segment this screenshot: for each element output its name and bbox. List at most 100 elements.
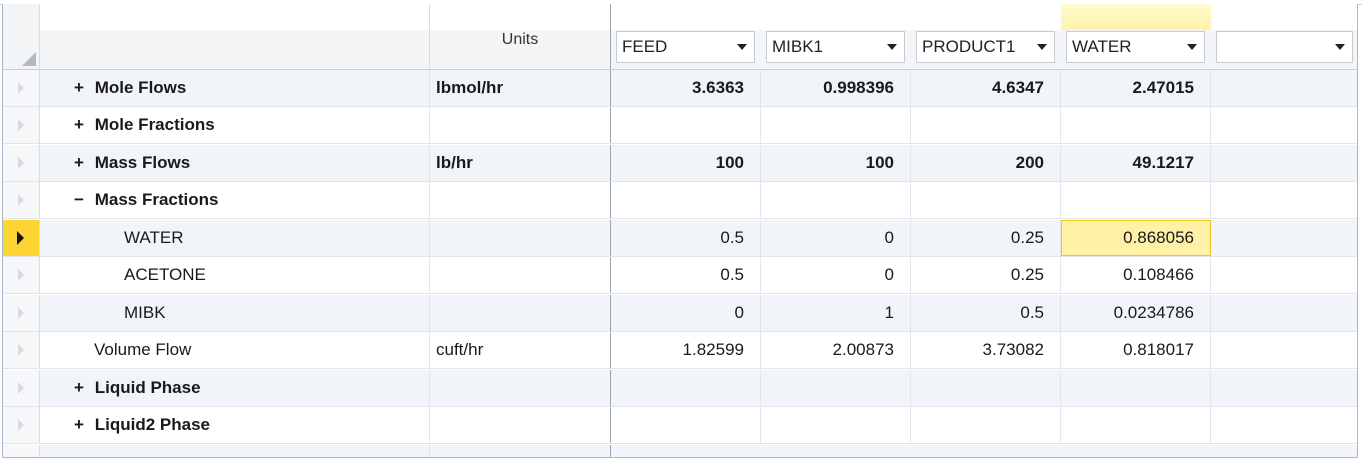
row-label: Mass Fractions xyxy=(94,190,219,209)
value-cell[interactable] xyxy=(1211,257,1357,293)
value-cell[interactable]: 0.5 xyxy=(611,257,761,293)
value-cell[interactable] xyxy=(761,182,911,218)
expand-icon[interactable]: + xyxy=(74,115,84,134)
row-header-current[interactable] xyxy=(3,220,40,256)
row-label: Liquid Phase xyxy=(94,378,201,397)
expand-icon[interactable]: + xyxy=(74,415,84,434)
table-row-selected[interactable]: WATER 0.5 0 0.25 0.868056 xyxy=(3,220,1357,257)
value-cell[interactable] xyxy=(1211,107,1357,143)
value-cell[interactable] xyxy=(911,182,1061,218)
expand-icon[interactable]: + xyxy=(74,378,84,397)
value-cell[interactable] xyxy=(1211,145,1357,181)
units-cell xyxy=(430,107,611,143)
value-cell[interactable]: 1.82599 xyxy=(611,332,761,368)
value-cell[interactable] xyxy=(1061,370,1211,406)
chevron-down-icon xyxy=(737,44,747,50)
row-header[interactable] xyxy=(3,370,40,406)
value-cell[interactable] xyxy=(911,407,1061,443)
row-header[interactable] xyxy=(3,407,40,443)
table-row[interactable]: Volume Flow cuft/hr 1.82599 2.00873 3.73… xyxy=(3,332,1357,369)
row-header[interactable] xyxy=(3,182,40,218)
expand-icon[interactable]: + xyxy=(74,78,84,97)
stream-select-product1[interactable]: PRODUCT1 xyxy=(916,31,1055,63)
value-cell[interactable] xyxy=(611,370,761,406)
row-label: Mass Flows xyxy=(94,153,191,172)
table-row[interactable]: + Mole Fractions xyxy=(3,107,1357,144)
value-cell[interactable]: 0.108466 xyxy=(1061,257,1211,293)
value-cell[interactable]: 0.998396 xyxy=(761,70,911,106)
value-cell[interactable]: 0 xyxy=(761,220,911,256)
row-header[interactable] xyxy=(3,257,40,293)
row-label-cell: + Liquid Phase xyxy=(40,370,430,406)
row-label-cell xyxy=(40,445,430,457)
value-cell[interactable] xyxy=(1211,332,1357,368)
stream-select-empty[interactable] xyxy=(1216,31,1353,63)
value-cell[interactable] xyxy=(911,370,1061,406)
row-arrow-icon xyxy=(18,269,24,281)
row-header[interactable] xyxy=(3,107,40,143)
value-cell[interactable] xyxy=(911,107,1061,143)
value-cell[interactable] xyxy=(1061,407,1211,443)
row-header[interactable] xyxy=(3,145,40,181)
value-cell[interactable] xyxy=(761,407,911,443)
value-cell[interactable]: 49.1217 xyxy=(1061,145,1211,181)
value-cell[interactable]: 3.73082 xyxy=(911,332,1061,368)
table-row[interactable]: MIBK 0 1 0.5 0.0234786 xyxy=(3,295,1357,332)
value-cell[interactable] xyxy=(1211,70,1357,106)
value-cell[interactable]: 0.25 xyxy=(911,257,1061,293)
stream-select-water[interactable]: WATER xyxy=(1066,31,1205,63)
row-header[interactable] xyxy=(3,445,40,457)
table-row[interactable]: − Mass Fractions xyxy=(3,182,1357,219)
collapse-icon[interactable]: − xyxy=(74,190,84,209)
value-cell[interactable]: 100 xyxy=(761,145,911,181)
value-cell[interactable] xyxy=(1211,295,1357,331)
value-cell[interactable] xyxy=(1211,220,1357,256)
value-cell[interactable] xyxy=(1211,182,1357,218)
stream-select-value: PRODUCT1 xyxy=(922,37,1016,56)
value-cell[interactable] xyxy=(1061,107,1211,143)
value-cell[interactable]: 2.47015 xyxy=(1061,70,1211,106)
value-cell[interactable] xyxy=(611,107,761,143)
value-cell[interactable] xyxy=(761,370,911,406)
table-row[interactable]: + Liquid2 Phase xyxy=(3,407,1357,444)
stream-select-feed[interactable]: FEED xyxy=(616,31,755,63)
row-header[interactable] xyxy=(3,295,40,331)
value-cell[interactable]: 3.6363 xyxy=(611,70,761,106)
value-cell[interactable]: 200 xyxy=(911,145,1061,181)
row-label-cell: MIBK xyxy=(40,295,430,331)
stream-select-mibk1[interactable]: MIBK1 xyxy=(766,31,905,63)
row-header[interactable] xyxy=(3,70,40,106)
chevron-down-icon xyxy=(1187,44,1197,50)
value-cell[interactable]: 0.5 xyxy=(611,220,761,256)
selected-value-cell[interactable]: 0.868056 xyxy=(1061,220,1211,256)
value-cell[interactable]: 1 xyxy=(761,295,911,331)
value-cell[interactable]: 0.25 xyxy=(911,220,1061,256)
units-cell: lb/hr xyxy=(430,145,611,181)
row-label-cell: + Mass Flows xyxy=(40,145,430,181)
value-cell[interactable]: 0.818017 xyxy=(1061,332,1211,368)
table-row[interactable]: ACETONE 0.5 0 0.25 0.108466 xyxy=(3,257,1357,294)
value-cell[interactable]: 0.0234786 xyxy=(1061,295,1211,331)
value-cell[interactable]: 4.6347 xyxy=(911,70,1061,106)
row-arrow-icon xyxy=(18,119,24,131)
select-all-corner[interactable] xyxy=(3,4,40,69)
units-cell xyxy=(430,220,611,256)
table-row[interactable]: + Mass Flows lb/hr 100 100 200 49.1217 xyxy=(3,145,1357,182)
expand-icon[interactable]: + xyxy=(74,153,84,172)
table-row-partial[interactable] xyxy=(3,445,1357,457)
table-row[interactable]: + Mole Flows lbmol/hr 3.6363 0.998396 4.… xyxy=(3,70,1357,107)
value-cell[interactable]: 2.00873 xyxy=(761,332,911,368)
value-cell[interactable] xyxy=(611,407,761,443)
value-cell[interactable]: 0.5 xyxy=(911,295,1061,331)
value-cell[interactable]: 0 xyxy=(761,257,911,293)
value-cell[interactable] xyxy=(1211,370,1357,406)
row-label-cell: + Liquid2 Phase xyxy=(40,407,430,443)
value-cell[interactable]: 0 xyxy=(611,295,761,331)
table-row[interactable]: + Liquid Phase xyxy=(3,370,1357,407)
row-header[interactable] xyxy=(3,332,40,368)
value-cell[interactable]: 100 xyxy=(611,145,761,181)
value-cell[interactable] xyxy=(761,107,911,143)
value-cell[interactable] xyxy=(1061,182,1211,218)
value-cell[interactable] xyxy=(611,182,761,218)
value-cell[interactable] xyxy=(1211,407,1357,443)
